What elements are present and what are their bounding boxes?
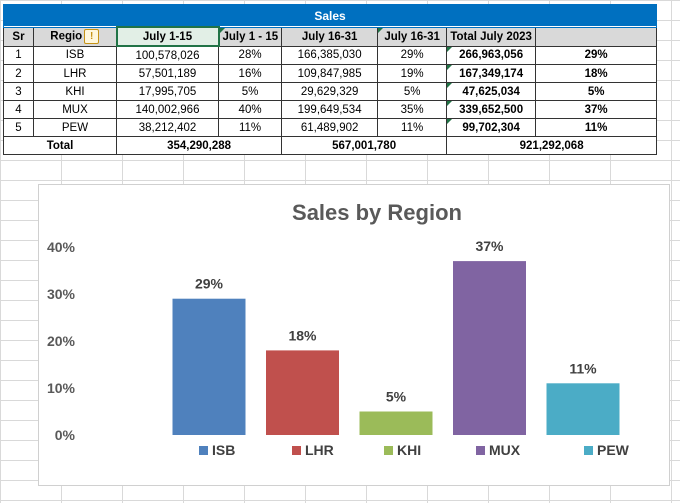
table-cell[interactable]: 4 bbox=[3, 100, 34, 119]
bar-pew bbox=[546, 383, 620, 435]
column-header[interactable] bbox=[535, 26, 658, 47]
legend-swatch bbox=[476, 446, 485, 455]
y-tick-label: 20% bbox=[47, 333, 76, 349]
data-label: 5% bbox=[386, 389, 407, 405]
total-label[interactable]: Total bbox=[3, 136, 117, 155]
table-cell[interactable]: MUX bbox=[33, 100, 117, 119]
column-header[interactable]: July 1 - 15 bbox=[217, 26, 283, 47]
y-tick-label: 10% bbox=[47, 380, 76, 396]
table-cell[interactable]: 47,625,034 bbox=[446, 82, 537, 101]
legend-swatch bbox=[199, 446, 208, 455]
table-cell[interactable]: 5% bbox=[217, 82, 283, 101]
table-cell[interactable]: 167,349,174 bbox=[446, 64, 537, 83]
table-cell[interactable]: 17,995,705 bbox=[116, 82, 219, 101]
table-cell[interactable]: 199,649,534 bbox=[281, 100, 379, 119]
table-cell[interactable]: 5 bbox=[3, 118, 34, 137]
table-row: 2 LHR 57,501,189 16% 109,847,985 19% 167,349,1… bbox=[3, 64, 658, 83]
table-cell[interactable]: PEW bbox=[33, 118, 117, 137]
table-cell[interactable]: 266,963,056 bbox=[446, 45, 537, 65]
column-header[interactable]: Regio! bbox=[33, 26, 117, 47]
table-cell[interactable]: 11% bbox=[217, 118, 283, 137]
total-first-half[interactable]: 354,290,288 bbox=[115, 136, 283, 155]
column-header[interactable]: Total July 2023 bbox=[446, 26, 537, 47]
legend-label: PEW bbox=[597, 442, 630, 458]
legend-swatch bbox=[292, 446, 301, 455]
column-header[interactable]: July 1-15 bbox=[115, 26, 220, 47]
table-cell[interactable]: 1 bbox=[3, 45, 34, 65]
column-header[interactable]: July 16-31 bbox=[377, 26, 448, 47]
table-cell[interactable]: 37% bbox=[535, 100, 658, 119]
bar-chart: Sales by Region 0% 10% 20% 30% 40% 29% 18% 5% 37%… bbox=[47, 200, 630, 458]
table-cell[interactable]: 2 bbox=[3, 64, 34, 83]
table-cell[interactable]: 61,489,902 bbox=[281, 118, 379, 137]
table-cell[interactable]: 57,501,189 bbox=[116, 64, 219, 83]
data-label: 29% bbox=[195, 276, 224, 292]
table-cell[interactable]: 5% bbox=[535, 82, 658, 101]
table-cell[interactable]: 5% bbox=[377, 82, 448, 101]
sales-table: Sales Sr Regio! July 1-15 July 1 - 15 July 1… bbox=[2, 4, 658, 155]
bar-khi bbox=[359, 411, 433, 435]
table-cell[interactable]: 99,702,304 bbox=[446, 118, 537, 137]
column-header[interactable]: July 16-31 bbox=[281, 26, 379, 47]
bar-mux bbox=[453, 261, 526, 435]
table-row: 5 PEW 38,212,402 11% 61,489,902 11% 99,702,304… bbox=[3, 118, 658, 137]
table-cell[interactable]: 100,578,026 bbox=[116, 45, 219, 65]
data-label: 18% bbox=[288, 327, 317, 343]
table-cell[interactable]: 3 bbox=[3, 82, 34, 101]
table-cell[interactable]: 339,652,500 bbox=[446, 100, 537, 119]
table-row: 3 KHI 17,995,705 5% 29,629,329 5% 47,625,034 5% bbox=[3, 82, 658, 101]
table-cell[interactable]: 11% bbox=[377, 118, 448, 137]
table-cell[interactable]: 40% bbox=[217, 100, 283, 119]
table-title: Sales bbox=[2, 4, 658, 28]
table-cell[interactable]: 166,385,030 bbox=[281, 45, 379, 65]
y-tick-label: 0% bbox=[55, 427, 76, 443]
table-cell[interactable]: KHI bbox=[33, 82, 117, 101]
legend-label: MUX bbox=[489, 442, 521, 458]
table-cell[interactable]: 140,002,966 bbox=[116, 100, 219, 119]
column-header[interactable]: Sr bbox=[3, 26, 34, 47]
table-cell[interactable]: 16% bbox=[217, 64, 283, 83]
chart-title: Sales by Region bbox=[292, 200, 462, 225]
table-cell[interactable]: 35% bbox=[377, 100, 448, 119]
table-cell[interactable]: 29% bbox=[535, 45, 658, 65]
total-second-half[interactable]: 567,001,780 bbox=[281, 136, 448, 155]
table-cell[interactable]: LHR bbox=[33, 64, 117, 83]
total-grand[interactable]: 921,292,068 bbox=[446, 136, 658, 155]
bar-isb bbox=[172, 298, 246, 435]
table-cell[interactable]: 11% bbox=[535, 118, 658, 137]
table-cell[interactable]: ISB bbox=[33, 45, 117, 65]
table-cell[interactable]: 19% bbox=[377, 64, 448, 83]
legend-label: LHR bbox=[305, 442, 334, 458]
data-label: 11% bbox=[569, 360, 597, 376]
table-cell[interactable]: 109,847,985 bbox=[281, 64, 379, 83]
y-tick-label: 40% bbox=[47, 239, 76, 255]
table-cell[interactable]: 29% bbox=[377, 45, 448, 65]
bar-lhr bbox=[266, 350, 339, 435]
data-label: 37% bbox=[475, 238, 504, 254]
table-row: 4 MUX 140,002,966 40% 199,649,534 35% 339,652,… bbox=[3, 100, 658, 119]
chart-area[interactable]: Sales by Region 0% 10% 20% 30% 40% 29% 18% 5% 37%… bbox=[38, 184, 670, 486]
table-row: 1 ISB 100,578,026 28% 166,385,030 29% 266,963,… bbox=[3, 45, 658, 65]
legend-swatch bbox=[384, 446, 393, 455]
legend-label: ISB bbox=[212, 442, 235, 458]
table-cell[interactable]: 28% bbox=[217, 45, 283, 65]
table-cell[interactable]: 29,629,329 bbox=[281, 82, 379, 101]
table-cell[interactable]: 38,212,402 bbox=[116, 118, 219, 137]
table-cell[interactable]: 18% bbox=[535, 64, 658, 83]
y-tick-label: 30% bbox=[47, 286, 76, 302]
legend-swatch bbox=[584, 446, 593, 455]
warning-icon[interactable]: ! bbox=[84, 29, 100, 44]
legend-label: KHI bbox=[397, 442, 421, 458]
